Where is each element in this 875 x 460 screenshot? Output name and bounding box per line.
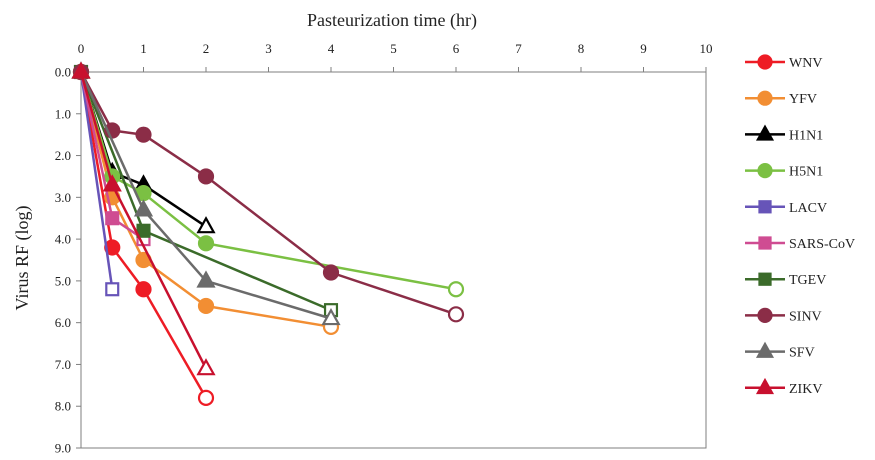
- plot-border: [80, 71, 707, 449]
- series-zikv: [71, 61, 216, 376]
- legend-item: H1N1: [745, 124, 823, 143]
- x-tick-label: 6: [453, 41, 460, 56]
- data-point: [322, 264, 340, 281]
- x-tick-label: 8: [578, 41, 585, 56]
- data-point: [197, 168, 215, 185]
- legend-marker: [758, 272, 772, 286]
- data-point: [197, 389, 215, 406]
- data-point: [197, 297, 215, 315]
- legend-label: SINV: [789, 309, 822, 324]
- legend-label: WNV: [789, 56, 822, 71]
- legend-item: ZIKV: [745, 377, 822, 397]
- legend-marker: [757, 90, 773, 106]
- legend-item: TGEV: [745, 272, 826, 288]
- data-point: [105, 282, 120, 297]
- legend-item: SARS-CoV: [745, 236, 855, 252]
- y-tick-label: 3.0: [55, 190, 71, 205]
- legend-label: H5N1: [789, 165, 823, 180]
- x-tick-label: 4: [328, 41, 335, 56]
- legend: WNV YFV H1N1 H5N1 LACV SARS-CoV TGEV SINV SFV ZIK…: [745, 54, 855, 397]
- legend-item: LACV: [745, 200, 827, 216]
- legend-marker: [755, 341, 775, 358]
- legend-item: SINV: [745, 307, 822, 324]
- data-point: [102, 174, 122, 192]
- data-point: [197, 235, 215, 252]
- series-line: [79, 71, 332, 320]
- data-point: [135, 126, 152, 143]
- y-tick-label: 8.0: [55, 399, 71, 414]
- data-point: [71, 61, 91, 79]
- data-point: [105, 211, 120, 226]
- x-tick-label: 10: [700, 41, 713, 56]
- legend-marker: [758, 200, 772, 214]
- series-line: [79, 71, 457, 316]
- y-tick-label: 4.0: [55, 232, 71, 247]
- axes: 0 1 2 3 4 5 6 7 8 9 10 0.0 1.0 2.0 3.0 4.0 5.0 6.0 7.0 8.0 9…: [55, 41, 713, 456]
- legend-item: YFV: [745, 90, 817, 107]
- data-point: [133, 199, 154, 217]
- legend-marker: [755, 377, 775, 395]
- legend-item: H5N1: [745, 163, 823, 180]
- legend-label: SFV: [789, 346, 815, 361]
- y-tick-label: 1.0: [55, 106, 71, 121]
- data-point: [135, 281, 152, 298]
- x-axis-title: Pasteurization time (hr): [307, 10, 477, 31]
- x-tick-label: 1: [140, 41, 147, 56]
- y-tick-label: 2.0: [55, 148, 71, 163]
- legend-label: LACV: [789, 201, 827, 216]
- data-point: [196, 216, 216, 234]
- data-point: [321, 307, 341, 326]
- legend-label: H1N1: [789, 128, 823, 143]
- legend-marker: [755, 124, 775, 141]
- y-tick-label: 5.0: [55, 273, 71, 288]
- y-tick-label: 0.0: [55, 65, 71, 80]
- series-line: [79, 71, 114, 290]
- y-tick-label: 7.0: [55, 357, 71, 372]
- x-tick-label: 7: [515, 41, 522, 56]
- data-point: [447, 281, 465, 298]
- x-tick-label: 3: [265, 41, 272, 56]
- legend-item: WNV: [745, 54, 822, 71]
- y-tick-label: 6.0: [55, 315, 71, 330]
- legend-label: TGEV: [789, 273, 826, 288]
- legend-marker: [757, 307, 773, 323]
- x-tick-label: 9: [640, 41, 647, 56]
- y-tick-label: 9.0: [55, 441, 71, 456]
- legend-label: SARS-CoV: [789, 237, 855, 252]
- x-tick-label: 5: [390, 41, 397, 56]
- y-axis-title: Virus RF (log): [12, 206, 33, 311]
- legend-label: ZIKV: [789, 382, 822, 397]
- legend-item: SFV: [745, 341, 815, 361]
- x-tick-label: 2: [203, 41, 210, 56]
- series-line: [79, 71, 208, 399]
- data-point: [196, 270, 216, 288]
- legend-marker: [758, 236, 772, 250]
- legend-label: YFV: [789, 92, 817, 107]
- data-point: [136, 223, 151, 238]
- series-layer: [71, 61, 465, 406]
- data-point: [196, 358, 216, 376]
- data-point: [447, 306, 465, 323]
- legend-marker: [757, 54, 773, 70]
- legend-marker: [757, 163, 773, 179]
- x-tick-label: 0: [78, 41, 85, 56]
